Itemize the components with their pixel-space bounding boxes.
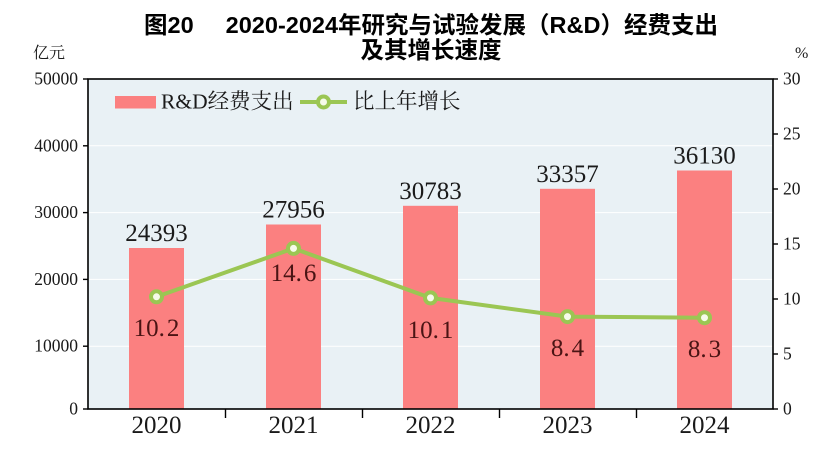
svg-text:2023: 2023 (543, 412, 593, 439)
svg-text:36130: 36130 (673, 143, 736, 170)
svg-text:33357: 33357 (536, 161, 599, 188)
svg-text:5: 5 (783, 344, 792, 364)
svg-text:25: 25 (783, 124, 801, 144)
svg-text:40000: 40000 (34, 135, 78, 155)
svg-text:R&D经费支出: R&D经费支出 (161, 90, 294, 114)
svg-text:2021: 2021 (269, 412, 319, 439)
svg-text:30: 30 (783, 69, 801, 89)
svg-text:14.6: 14.6 (271, 260, 317, 287)
svg-text:10: 10 (783, 289, 801, 309)
svg-text:8.3: 8.3 (688, 336, 721, 363)
svg-text:10.2: 10.2 (134, 315, 180, 342)
svg-text:30783: 30783 (399, 178, 462, 205)
svg-text:30000: 30000 (34, 202, 78, 222)
svg-text:15: 15 (783, 234, 801, 254)
svg-text:10000: 10000 (34, 336, 78, 356)
svg-text:10.1: 10.1 (408, 317, 454, 344)
svg-text:0: 0 (783, 399, 792, 419)
svg-text:2024: 2024 (680, 412, 731, 439)
svg-text:50000: 50000 (34, 69, 78, 89)
svg-text:20: 20 (783, 179, 801, 199)
svg-text:8.4: 8.4 (551, 335, 585, 362)
svg-text:2022: 2022 (406, 412, 456, 439)
svg-text:20000: 20000 (34, 269, 78, 289)
svg-text:2020: 2020 (132, 412, 182, 439)
svg-text:27956: 27956 (262, 197, 325, 224)
svg-text:24393: 24393 (125, 220, 188, 247)
svg-text:比上年增长: 比上年增长 (353, 90, 461, 114)
svg-text:0: 0 (69, 399, 78, 419)
